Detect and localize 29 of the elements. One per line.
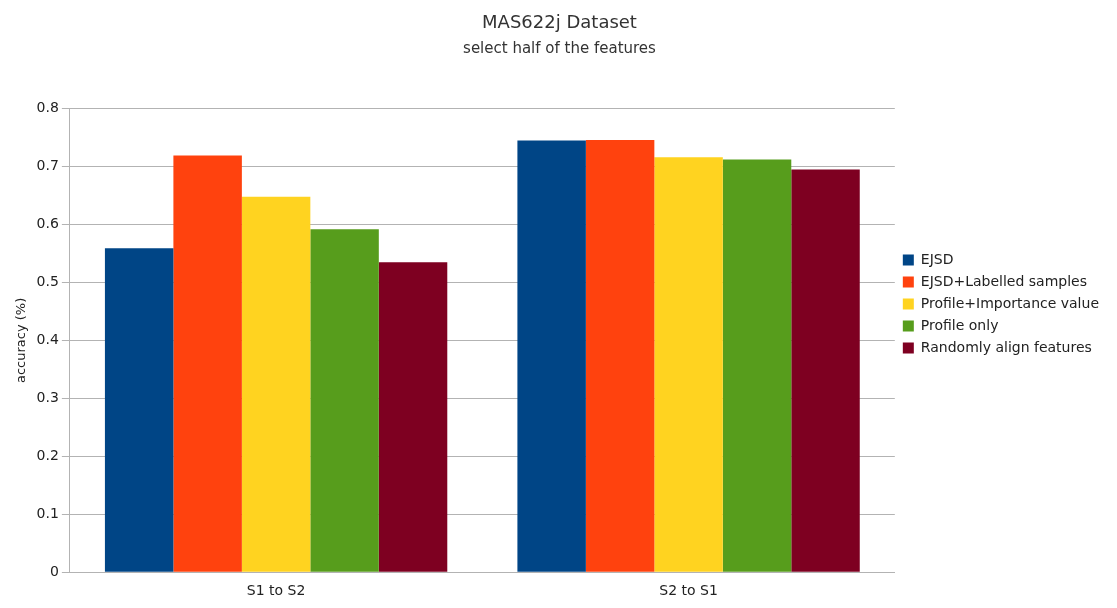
chart-subtitle: select half of the features: [463, 39, 657, 58]
chart-title: MAS622j Dataset: [482, 11, 637, 33]
bar: [104, 248, 174, 572]
legend-label: Profile only: [920, 316, 999, 333]
bar: [310, 229, 379, 572]
y-tick-label: 0.7: [36, 157, 59, 174]
x-tick-label: S2 to S1: [659, 582, 718, 599]
bar: [173, 155, 242, 572]
y-tick-label: 0: [49, 562, 59, 579]
legend-label: Profile+Importance value: [920, 294, 1100, 311]
y-tick-label: 0.3: [36, 388, 59, 405]
legend-label: EJSD: [920, 250, 954, 267]
x-tick-label: S1 to S2: [246, 582, 306, 599]
bar: [585, 139, 655, 572]
y-tick-label: 0.1: [36, 504, 59, 521]
bar: [791, 169, 860, 572]
bar: [241, 196, 311, 572]
bar: [654, 157, 723, 572]
bar: [378, 262, 448, 572]
y-tick-label: 0.5: [36, 273, 59, 290]
y-tick-label: 0.8: [36, 99, 59, 116]
y-tick-label: 0.4: [36, 331, 59, 348]
y-axis-title: accuracy (%): [13, 297, 29, 384]
legend-label: Randomly align features: [920, 338, 1092, 355]
bar: [517, 140, 586, 572]
y-tick-label: 0.2: [36, 446, 59, 463]
legend-label: EJSD+Labelled samples: [920, 272, 1088, 289]
bar: [722, 159, 792, 572]
y-tick-label: 0.6: [36, 215, 59, 232]
